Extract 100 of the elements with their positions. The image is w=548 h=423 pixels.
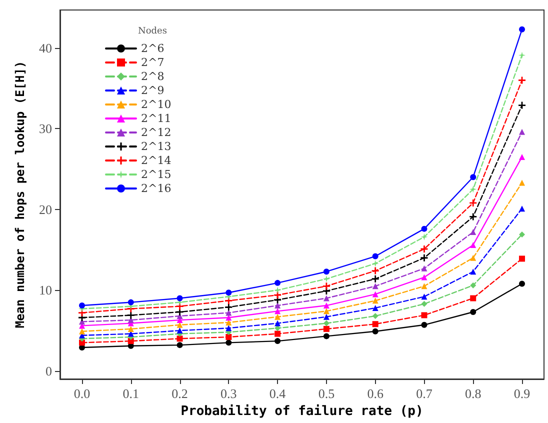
- y-tick-label: 10: [39, 282, 52, 298]
- point: [322, 275, 330, 282]
- x-tick-label: 0.5: [318, 386, 335, 401]
- point: [519, 206, 525, 212]
- point: [470, 254, 476, 261]
- point: [274, 308, 281, 314]
- point: [421, 283, 428, 290]
- point: [128, 299, 134, 306]
- point: [421, 265, 428, 272]
- legend-label: 2^9: [141, 84, 164, 97]
- x-tick-label: 0.3: [220, 386, 237, 401]
- point: [274, 338, 281, 344]
- point: [421, 300, 428, 307]
- x-tick-label: 0.6: [367, 386, 384, 401]
- point: [519, 26, 525, 32]
- point: [421, 226, 428, 232]
- legend-label: 2^7: [141, 56, 164, 69]
- point: [274, 330, 281, 337]
- x-tick-label: 0.2: [172, 386, 188, 401]
- x-tick-label: 0.1: [122, 386, 140, 401]
- x-tick-label: 0.7: [416, 386, 433, 401]
- point: [274, 302, 281, 309]
- point: [470, 282, 476, 288]
- point: [372, 321, 378, 328]
- y-tick-label: 30: [39, 121, 52, 136]
- point: [518, 52, 526, 59]
- point: [519, 154, 525, 160]
- point: [421, 312, 428, 318]
- legend-title: Nodes: [138, 26, 168, 36]
- point: [226, 334, 232, 340]
- point: [519, 180, 525, 186]
- y-tick-label: 0: [46, 363, 52, 378]
- point: [323, 326, 330, 332]
- point: [421, 294, 428, 300]
- point: [274, 314, 281, 320]
- legend-label: 2^8: [141, 70, 164, 83]
- point: [519, 231, 525, 238]
- y-axis-title: Mean number of hops per lookup (E[H]): [13, 60, 27, 328]
- point: [420, 233, 428, 240]
- point: [323, 333, 330, 340]
- point: [323, 268, 330, 275]
- point: [372, 291, 378, 298]
- legend-label: 2^10: [141, 98, 172, 111]
- point: [372, 298, 378, 304]
- legend-label: 2^14: [141, 154, 172, 167]
- point: [226, 325, 232, 332]
- point: [79, 328, 85, 334]
- point: [274, 280, 281, 286]
- point: [470, 213, 477, 220]
- legend-label: 2^12: [141, 126, 172, 139]
- x-axis-title: Probability of failure rate (p): [180, 404, 424, 419]
- point: [470, 268, 476, 275]
- point: [274, 286, 282, 294]
- point: [323, 320, 330, 326]
- y-tick-label: 20: [39, 202, 52, 217]
- point: [470, 308, 476, 315]
- point: [322, 282, 330, 290]
- point: [372, 283, 378, 290]
- point: [323, 314, 330, 320]
- point: [127, 312, 134, 319]
- point: [518, 102, 526, 109]
- point: [372, 260, 379, 268]
- point: [519, 280, 525, 287]
- point: [519, 128, 525, 135]
- point: [420, 254, 428, 262]
- x-tick-label: 0.9: [514, 386, 530, 401]
- legend-label: 2^6: [141, 42, 164, 55]
- legend-label: 2^16: [141, 182, 172, 195]
- point: [226, 340, 232, 346]
- point: [225, 304, 232, 311]
- point: [372, 267, 379, 274]
- point: [323, 302, 330, 309]
- x-tick-label: 0.0: [74, 386, 90, 401]
- point: [176, 328, 183, 334]
- y-tick-label: 40: [39, 40, 52, 56]
- point: [470, 229, 476, 236]
- point: [420, 246, 428, 252]
- point: [470, 199, 477, 206]
- point: [176, 336, 183, 342]
- legend-label: 2^13: [141, 140, 172, 153]
- legend-label: 2^11: [141, 112, 172, 125]
- point: [518, 76, 526, 84]
- point: [176, 342, 183, 348]
- point: [128, 326, 134, 332]
- legend-label: 2^15: [141, 168, 172, 181]
- point: [470, 242, 476, 248]
- point: [372, 275, 379, 282]
- point: [323, 308, 330, 314]
- point: [421, 322, 428, 328]
- point: [372, 328, 378, 334]
- x-tick-label: 0.4: [269, 386, 286, 401]
- x-tick-label: 0.8: [464, 386, 482, 401]
- point: [470, 295, 476, 302]
- point: [372, 313, 378, 320]
- point: [176, 295, 183, 302]
- point: [470, 186, 477, 193]
- point: [274, 320, 281, 326]
- point: [470, 174, 476, 180]
- point: [372, 253, 378, 260]
- point: [519, 256, 525, 262]
